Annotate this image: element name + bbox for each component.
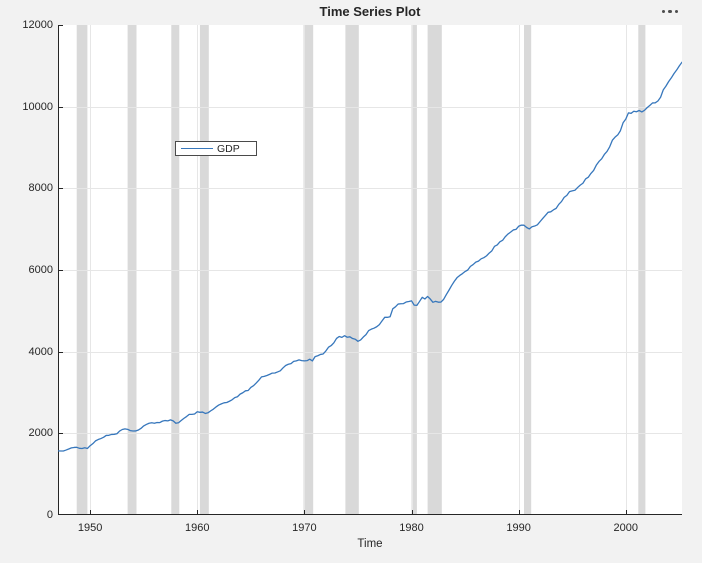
ellipsis-icon — [674, 10, 679, 14]
ellipsis-icon — [668, 10, 672, 14]
gridlines — [58, 25, 682, 515]
chart-title: Time Series Plot — [319, 4, 421, 19]
y-tick-label: 0 — [46, 509, 53, 521]
y-tick-label: 6000 — [28, 264, 53, 276]
y-tick-label: 8000 — [28, 182, 53, 195]
legend-entry-label: GDP — [217, 142, 240, 155]
y-tick-label: 10000 — [22, 100, 53, 113]
x-tick-label: 2000 — [613, 522, 638, 534]
ellipsis-icon — [662, 10, 666, 14]
y-tick-label: 4000 — [28, 345, 53, 358]
legend-line-sample — [181, 147, 213, 150]
x-tick-label: 1960 — [185, 522, 210, 534]
chart-canvas[interactable] — [58, 25, 682, 515]
axes — [58, 25, 682, 515]
x-tick-label: 1980 — [399, 522, 424, 534]
x-tick-label: 1970 — [292, 522, 317, 534]
x-axis-title: Time — [357, 538, 383, 550]
plot-area[interactable] — [58, 25, 682, 515]
y-tick-label: 12000 — [22, 19, 53, 31]
x-tick-label: 1950 — [77, 522, 103, 534]
gdp-line — [58, 61, 682, 452]
y-tick-label: 2000 — [28, 427, 53, 440]
x-tick-label: 1990 — [506, 522, 531, 534]
legend-box[interactable]: GDP — [175, 141, 257, 156]
options-menu-button[interactable] — [660, 8, 680, 15]
y-axis-tick-labels: 0 2000 4000 6000 8000 10000 12000 — [0, 0, 53, 563]
